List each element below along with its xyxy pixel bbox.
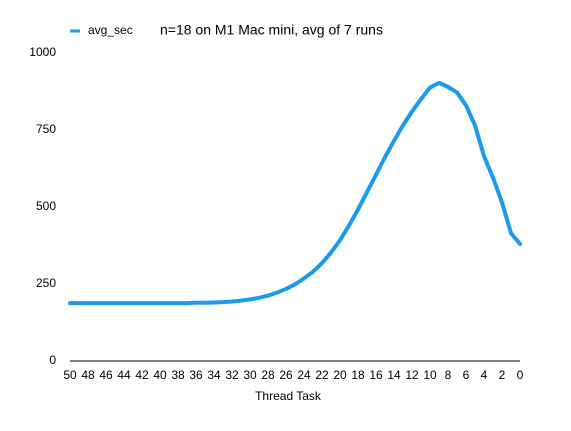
x-tick-label: 44	[117, 368, 131, 382]
y-tick-label: 1000	[29, 45, 56, 59]
y-tick-label: 500	[36, 199, 56, 213]
y-tick-label: 250	[36, 276, 56, 290]
x-tick-label: 6	[463, 368, 470, 382]
x-tick-label: 4	[481, 368, 488, 382]
x-tick-label: 42	[135, 368, 149, 382]
x-tick-label: 0	[517, 368, 524, 382]
x-tick-label: 46	[99, 368, 113, 382]
x-tick-label: 32	[225, 368, 239, 382]
x-tick-label: 18	[351, 368, 365, 382]
x-tick-label: 10	[423, 368, 437, 382]
chart-title: n=18 on M1 Mac mini, avg of 7 runs	[160, 22, 383, 38]
x-tick-label: 16	[369, 368, 383, 382]
legend-label: avg_sec	[88, 23, 133, 37]
y-tick-label: 750	[36, 122, 56, 136]
x-tick-label: 40	[153, 368, 167, 382]
x-tick-label: 26	[279, 368, 293, 382]
x-tick-label: 20	[333, 368, 347, 382]
line	[68, 80, 522, 306]
x-tick-label: 36	[189, 368, 203, 382]
x-tick-label: 24	[297, 368, 311, 382]
y-tick-label: 0	[49, 353, 56, 367]
x-tick-label: 28	[261, 368, 275, 382]
x-tick-label: 2	[499, 368, 506, 382]
x-tick-label: 12	[405, 368, 419, 382]
x-tick-label: 8	[445, 368, 452, 382]
x-tick-label: 22	[315, 368, 329, 382]
x-tick-label: 38	[171, 368, 185, 382]
x-tick-label: 30	[243, 368, 257, 382]
x-axis-label: Thread Task	[255, 389, 322, 403]
x-tick-label: 48	[81, 368, 95, 382]
x-tick-label: 50	[63, 368, 77, 382]
x-tick-label: 14	[387, 368, 401, 382]
x-tick-label: 34	[207, 368, 221, 382]
